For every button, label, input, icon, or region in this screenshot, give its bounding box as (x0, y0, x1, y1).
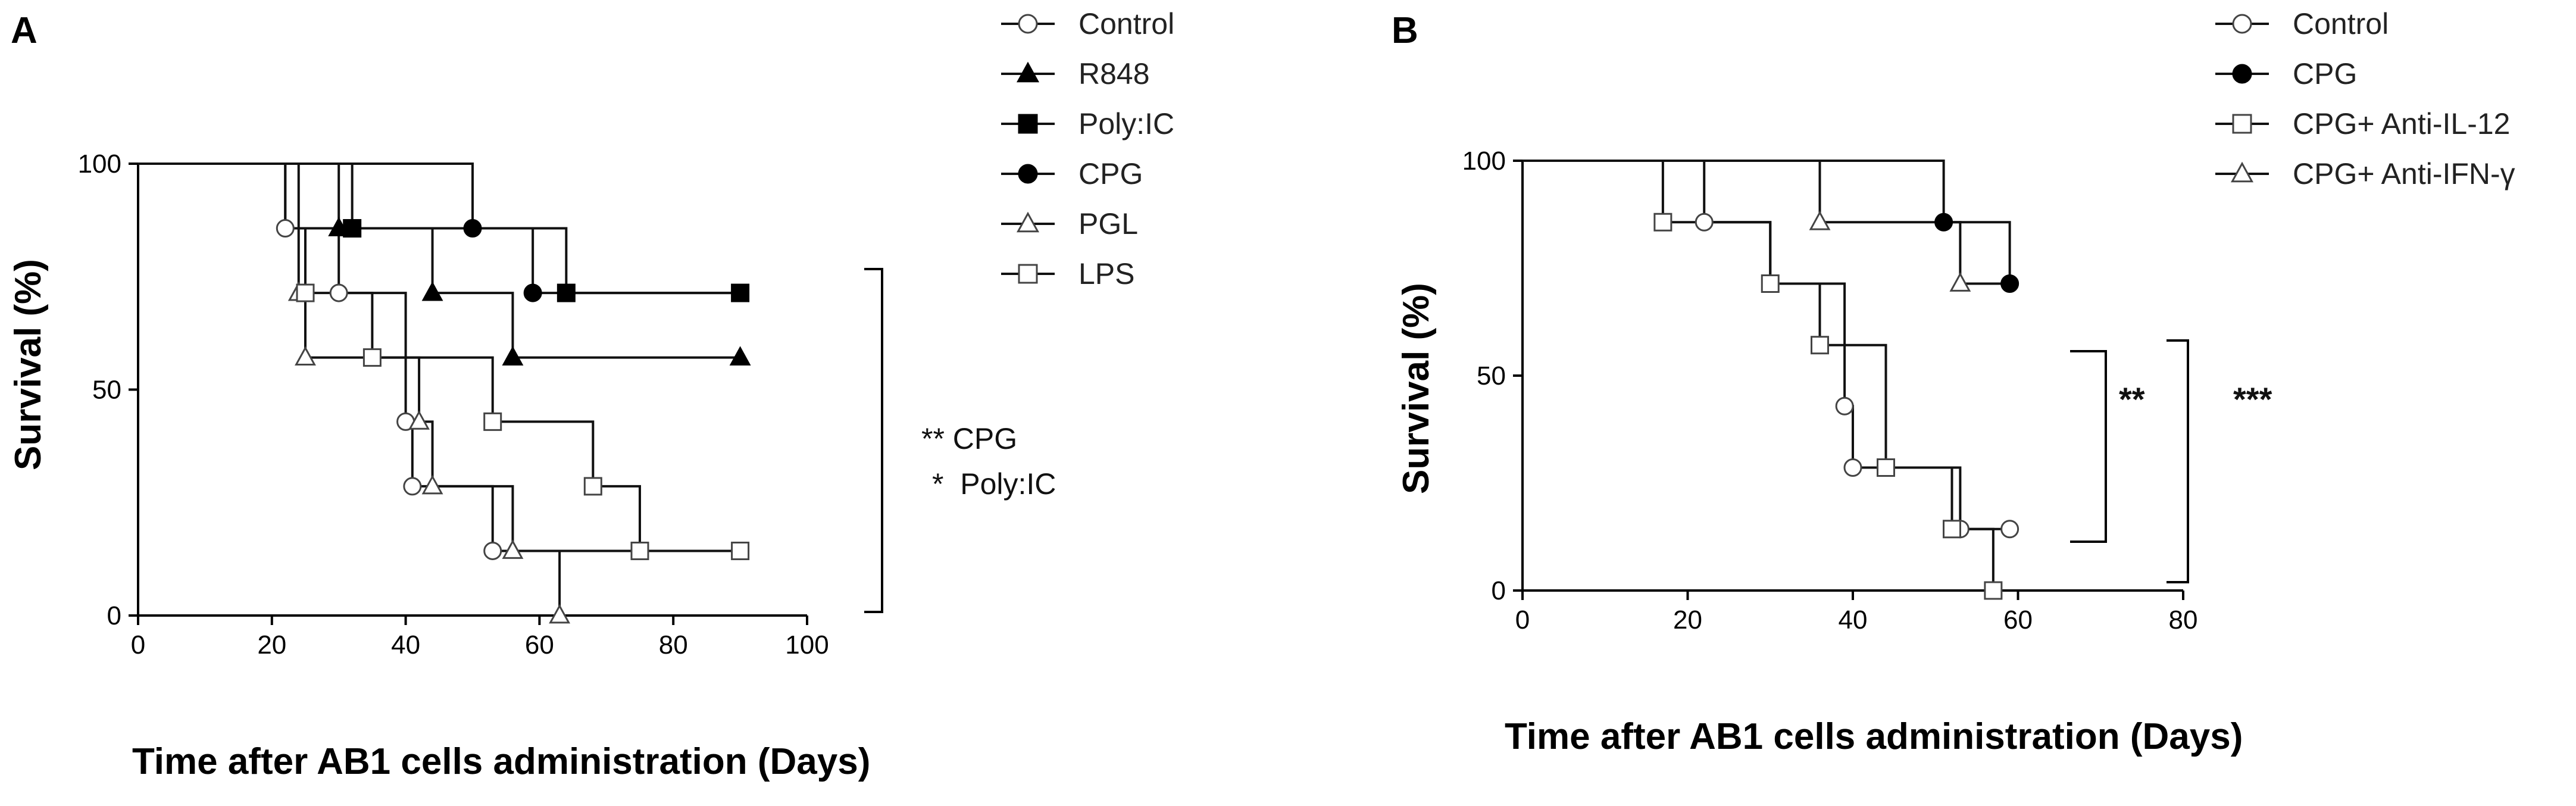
panel-a-annotation-cpg: ** CPG (921, 422, 1017, 455)
panel-b-legend-marker-cpg (2232, 64, 2252, 84)
panel-a-significance-bracket (864, 268, 883, 613)
panel-a-x-tick-label-0: 0 (131, 630, 145, 660)
panel-a-marker-cpg-0 (463, 219, 482, 238)
panel-b-marker-cpg-anti-il-12-2 (1811, 336, 1829, 355)
panel-a-legend-label-poly-ic: Poly:IC (1078, 107, 1174, 140)
panel-b-marker-cpg-anti-il-12-5 (1984, 581, 2003, 600)
panel-a-legend-label-r848: R848 (1078, 57, 1150, 90)
panel-b-marker-cpg-anti-il-12-4 (1943, 520, 1961, 539)
panel-a-y-tick-label-0: 0 (107, 601, 121, 630)
panel-b-label: B (1392, 10, 1418, 51)
panel-a-marker-control-4 (483, 541, 502, 560)
panel-b-marker-cpg-anti-il-12-0 (1653, 213, 1672, 232)
panel-a-legend-marker-lps (1018, 264, 1038, 284)
panel-b-marker-control-0 (1695, 213, 1714, 232)
panel-b-marker-cpg-anti-ifn-0 (1809, 211, 1831, 230)
panel-a-x-tick-label-80: 80 (659, 630, 688, 660)
panel-b-curve-cpg-anti-ifn (1523, 160, 2010, 285)
panel-a-marker-pgl-4 (502, 539, 524, 559)
panel-b-y-tick-label-100: 100 (1462, 146, 1506, 176)
panel-a-x-tick-label-40: 40 (391, 630, 420, 660)
panel-b-legend: Control CPG CPG+ Anti-IL-12 CPG+ Anti-IFN-γ (2215, 7, 2515, 190)
panel-a-marker-control-3 (403, 477, 422, 496)
panel-b-legend-label-cpg-anti-ifn: CPG+ Anti-IFN-γ (2293, 157, 2515, 190)
panel-b-marker-cpg-anti-il-12-3 (1877, 458, 1895, 477)
panel-b-legend-label-control: Control (2293, 7, 2389, 40)
panel-b-ylabel: Survival (%) (1396, 283, 1437, 494)
panel-a-x-tick-label-20: 20 (257, 630, 286, 660)
panel-b-annotation-double-star: ** (2119, 380, 2145, 418)
panel-b-marker-cpg-anti-ifn-1 (1949, 272, 1971, 292)
panel-b-legend-label-cpg: CPG (2293, 57, 2357, 90)
panel-a-label: A (11, 10, 37, 51)
panel-a-marker-r848-1 (421, 281, 443, 301)
panel-b-x-tick-label-80: 80 (2169, 605, 2198, 635)
panel-b-marker-control-2 (1843, 458, 1862, 477)
panel-a-legend-marker-r848 (1016, 61, 1040, 83)
panel-a-legend: Control R848 Poly:IC CPG PGL LPS (1001, 7, 1174, 290)
panel-a-marker-r848-2 (502, 346, 524, 366)
panel-a-x-tick-label-60: 60 (525, 630, 554, 660)
panel-a-y-tick-label-100: 100 (78, 149, 121, 179)
panel-a-curve-r848 (138, 163, 740, 359)
panel-b-marker-cpg-anti-il-12-1 (1761, 274, 1780, 293)
panel-b-y-tick-label-50: 50 (1477, 361, 1506, 390)
panel-a-marker-poly-ic-1 (557, 283, 576, 302)
panel-b-x-tick-label-60: 60 (2003, 605, 2033, 635)
panel-a-marker-control-1 (329, 283, 348, 302)
panel-b-x-tick-label-0: 0 (1515, 605, 1530, 635)
panel-b-marker-control-4 (2000, 520, 2019, 539)
panel-a-x-tick-label-100: 100 (785, 630, 829, 660)
panel-a-marker-pgl-5 (549, 604, 571, 624)
panel-a-legend-marker-poly-ic (1018, 114, 1038, 134)
panel-a-marker-pgl-2 (408, 410, 430, 430)
panel-b-curve-control (1523, 160, 2010, 530)
panel-a-marker-lps-5 (731, 541, 750, 560)
panel-a-marker-pgl-1 (295, 346, 316, 366)
panel-a-marker-lps-4 (630, 541, 649, 560)
panel-a-legend-label-control: Control (1078, 7, 1174, 40)
panel-b-legend-label-cpg-anti-il-12: CPG+ Anti-IL-12 (2293, 107, 2510, 140)
panel-b-x-tick-label-40: 40 (1839, 605, 1868, 635)
panel-b-marker-control-1 (1835, 396, 1854, 416)
panel-b-annotation-triple-star: *** (2233, 380, 2272, 418)
panel-a-ylabel: Survival (%) (8, 259, 49, 470)
panel-a-marker-lps-0 (296, 283, 315, 302)
panel-b-curve-cpg-anti-il-12 (1523, 160, 1994, 591)
panel-b-x-tick-label-20: 20 (1673, 605, 1702, 635)
panel-a-legend-marker-control (1018, 14, 1038, 34)
panel-a-plot: 0 20 40 60 80 100 0 50 100 (78, 149, 829, 660)
panel-a-marker-lps-2 (483, 412, 502, 431)
panel-b-legend-marker-cpg-anti-ifn (2230, 161, 2254, 183)
panel-a-xlabel: Time after AB1 cells administration (Day… (132, 741, 870, 782)
panel-b-plot: 0 20 40 60 80 0 50 100 (1462, 146, 2198, 635)
panel-b-y-tick-label-0: 0 (1492, 576, 1506, 605)
panel-a-marker-r848-3 (729, 346, 751, 366)
panel-a-marker-poly-ic-2 (731, 283, 750, 302)
panel-b-bracket-double-star (2070, 350, 2107, 543)
panel-b-legend-marker-cpg-anti-il-12 (2232, 114, 2252, 134)
panel-a-marker-cpg-1 (523, 283, 542, 302)
panel-a-legend-marker-pgl (1016, 211, 1040, 233)
panel-a-curve-poly-ic (138, 163, 740, 295)
panel-a-legend-label-pgl: PGL (1078, 207, 1138, 240)
panel-a-marker-pgl-3 (421, 474, 443, 495)
panel-a-legend-marker-cpg (1018, 164, 1038, 184)
panel-a-marker-lps-3 (583, 477, 602, 496)
panel-a-marker-lps-1 (362, 348, 382, 367)
panel-a-y-tick-label-50: 50 (92, 376, 121, 405)
panel-a-annotation-polyic: * Poly:IC (932, 467, 1056, 501)
panel-b-xlabel: Time after AB1 cells administration (Day… (1505, 716, 2243, 757)
panel-a-legend-label-lps: LPS (1078, 257, 1135, 290)
panel-b-marker-cpg-0 (1934, 213, 1953, 232)
panel-b-marker-cpg-1 (2000, 274, 2019, 293)
panel-a-marker-control-0 (276, 219, 295, 238)
panel-b-legend-marker-control (2232, 14, 2252, 34)
panel-a-legend-label-cpg: CPG (1078, 157, 1143, 190)
panel-a-marker-poly-ic-0 (343, 219, 362, 238)
panel-b-bracket-triple-star (2167, 339, 2189, 583)
